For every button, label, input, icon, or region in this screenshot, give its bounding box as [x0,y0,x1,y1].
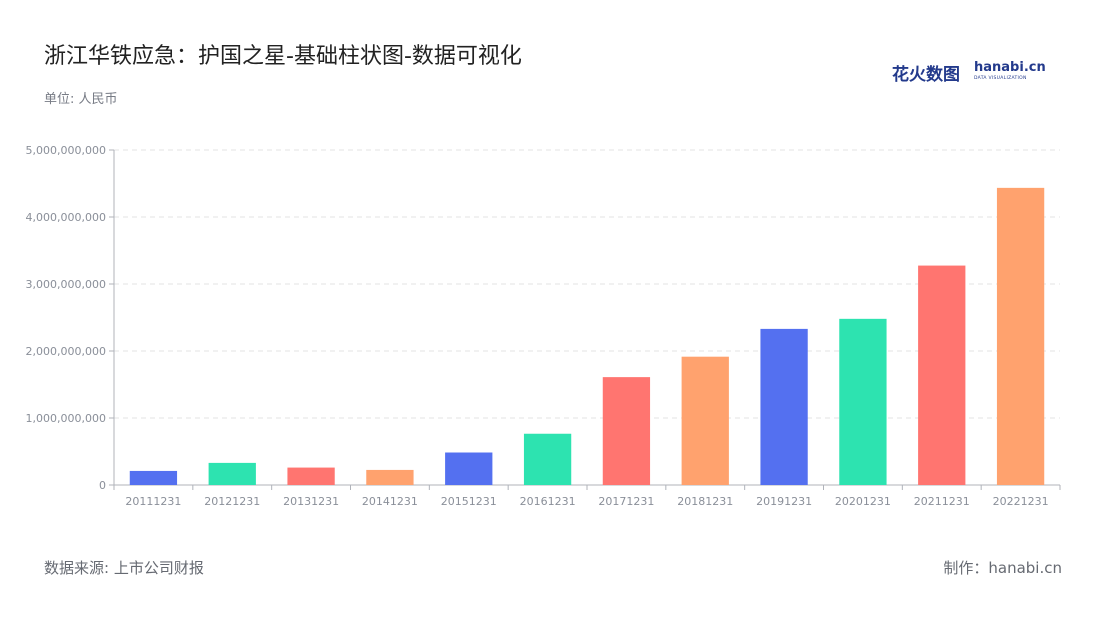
unit-label: 单位: 人民币 [44,92,118,107]
y-tick-label: 0 [99,479,106,492]
bar-20201231 [839,318,887,485]
bar-20221231 [996,187,1045,486]
x-tick-label: 20211231 [914,495,970,508]
x-tick-label: 20131231 [283,495,339,508]
x-tick-label: 20191231 [756,495,812,508]
bar-20151231 [445,452,493,485]
bar-20141231 [366,469,414,485]
data-source: 数据来源: 上市公司财报 [44,559,204,577]
x-tick-label: 20221231 [993,495,1049,508]
y-tick-label: 1,000,000,000 [26,412,106,425]
y-tick-label: 5,000,000,000 [26,144,106,157]
bar-20111231 [129,470,178,485]
x-tick-label: 20171231 [598,495,654,508]
y-tick-label: 2,000,000,000 [26,345,106,358]
chart-title: 浙江华铁应急：护国之星-基础柱状图-数据可视化 [44,44,522,69]
bar-20181231 [681,356,729,485]
x-tick-label: 20111231 [125,495,181,508]
y-tick-label: 4,000,000,000 [26,211,106,224]
bar-20171231 [602,377,651,485]
y-tick-label: 3,000,000,000 [26,278,106,291]
x-tick-label: 20151231 [441,495,497,508]
logo-text-cn: 花火数图 [892,65,960,85]
bar-20161231 [523,433,572,485]
hanabi-logo: 花火数图 hanabi.cn DATA VISUALIZATION [892,58,1046,88]
logo-subtitle: DATA VISUALIZATION [974,76,1027,81]
x-tick-label: 20141231 [362,495,418,508]
bar-20211231 [918,265,966,485]
logo-text-en: hanabi.cn [974,60,1046,75]
x-tick-label: 20201231 [835,495,891,508]
bar-20121231 [208,462,256,485]
x-tick-label: 20121231 [204,495,260,508]
x-tick-label: 20161231 [520,495,576,508]
maker-credit: 制作：hanabi.cn [943,559,1062,577]
bar-20191231 [760,328,808,485]
x-tick-label: 20181231 [677,495,733,508]
bar-20131231 [287,467,335,485]
